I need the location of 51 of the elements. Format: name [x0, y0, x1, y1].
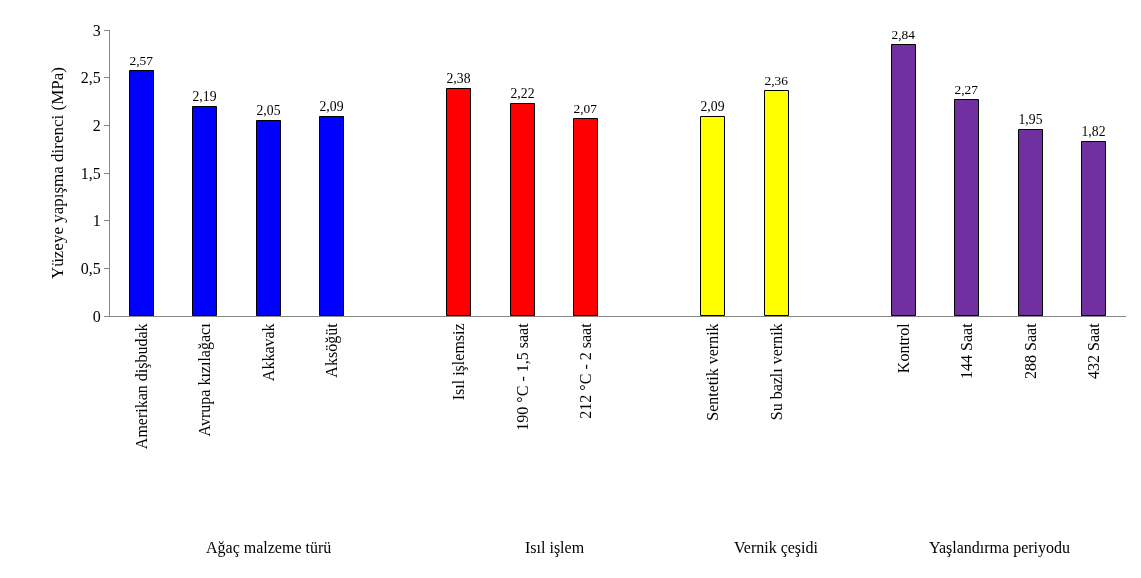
y-tick-label: 3 [92, 21, 101, 39]
x-tick-label: 288 Saat [1021, 322, 1039, 379]
data-label: 2,57 [129, 52, 154, 68]
bar [129, 70, 154, 316]
bar [192, 106, 217, 316]
text: Vernik çeşidi [734, 539, 819, 557]
data-label: 2,22 [510, 85, 535, 101]
bar [573, 118, 598, 316]
bar [510, 103, 535, 316]
x-tick-label: 212 °C - 2 saat [577, 322, 595, 419]
y-tick-label: 1 [92, 212, 101, 230]
text: Yaşlandırma periyodu [929, 539, 1071, 557]
y-tick-label: 0 [92, 307, 101, 325]
bar [700, 116, 725, 316]
x-tick-label: Avrupa kızılağacı [196, 322, 215, 437]
bar [1018, 129, 1043, 316]
bar [446, 88, 471, 316]
data-label: 2,36 [764, 72, 789, 88]
bar [891, 44, 916, 316]
data-label: 2,19 [192, 88, 217, 104]
data-label: 1,95 [1018, 111, 1043, 127]
bar [1081, 141, 1106, 316]
data-label: 2,84 [891, 26, 916, 42]
data-label: 2,07 [573, 100, 598, 116]
text: Ağaç malzeme türü [206, 539, 332, 557]
y-tick-label: 2 [92, 116, 101, 134]
x-tick-label: 432 Saat [1085, 322, 1103, 379]
text: Isıl işlem [525, 539, 585, 557]
data-label: 2,09 [319, 98, 344, 114]
x-tick-label: 190 °C - 1,5 saat [513, 322, 531, 431]
x-tick-label: 144 Saat [958, 322, 976, 379]
x-tick-label: Sentetik vernik [704, 323, 722, 421]
data-label: 2,38 [446, 70, 471, 86]
x-tick-label: Su bazlı vernik [767, 323, 785, 421]
bar [256, 120, 281, 316]
y-tick-label: 2,5 [80, 69, 101, 87]
data-label: 1,82 [1081, 123, 1106, 139]
y-tick-label: 1,5 [80, 164, 101, 182]
x-tick-label: Akkavak [259, 323, 277, 382]
data-label: 2,05 [256, 102, 281, 118]
bar [319, 116, 344, 316]
bar [954, 99, 979, 316]
y-axis-title: Yüzeye yapışma direnci (MPa) [48, 67, 68, 279]
data-label: 2,27 [954, 81, 979, 97]
bar [764, 90, 789, 316]
x-tick-label: Aksöğüt [323, 322, 342, 378]
data-label: 2,09 [700, 98, 725, 114]
y-tick-label: 0,5 [80, 259, 101, 277]
x-tick-label: Amerikan dişbudak [132, 323, 151, 450]
x-tick-label: Kontrol [894, 322, 912, 374]
x-tick-label: Isıl işlemsiz [450, 323, 469, 401]
